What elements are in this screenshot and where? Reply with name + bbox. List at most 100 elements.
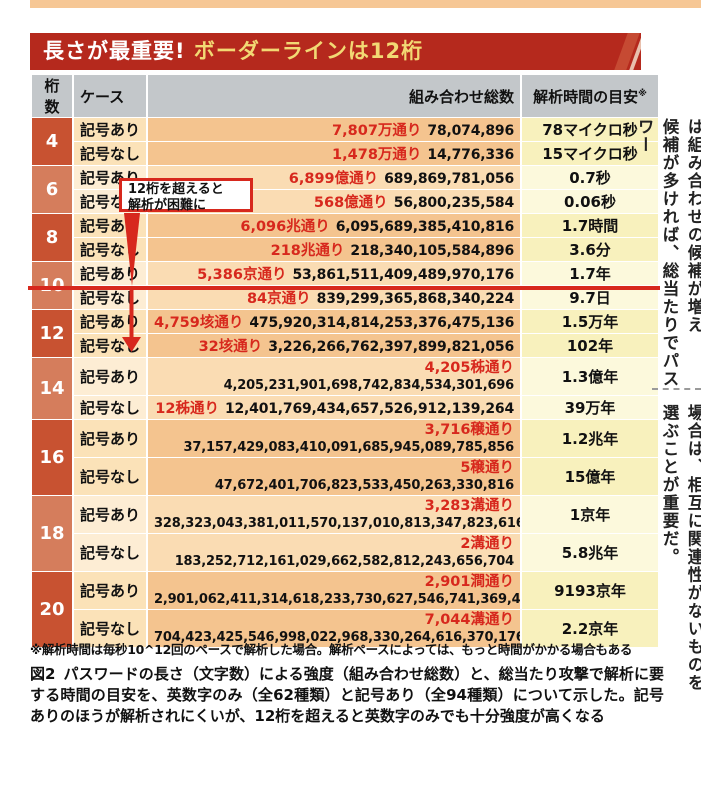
table-row: 20 記号あり 2,901澗通り 2,901,062,411,314,618,23… — [32, 572, 658, 647]
digit-cell-18: 18 — [32, 496, 72, 571]
red-unit-label: 4,759垓通り — [154, 315, 244, 331]
digit-cell-14: 14 — [32, 358, 72, 419]
combos-cell: 1,478万通り 14,776,336 — [148, 142, 520, 165]
figure-title-accent: ボーダーラインは12桁 — [193, 39, 424, 63]
time-cell: 1.5万年 — [522, 310, 658, 333]
article-section-divider — [652, 388, 701, 390]
table-row: 6 記号あり 6,899億通り 689,869,781,056 0.7秒 — [32, 166, 658, 213]
combos-cell: 84京通り 839,299,365,868,340,224 — [148, 286, 520, 309]
red-unit-label: 6,899億通り — [288, 171, 379, 187]
case-cell: 記号あり — [74, 118, 146, 141]
time-cell: 102年 — [522, 334, 658, 357]
time-cell: 1.7時間 — [522, 214, 658, 237]
password-strength-table: 桁数 ケース 組み合わせ総数 解析時間の目安※ 4 記号あり 7,807万通り 7… — [30, 74, 660, 648]
table-row: 記号なし 5穣通り 47,672,401,706,823,533,450,263,… — [32, 458, 658, 495]
case-cell: 記号あり — [74, 214, 146, 237]
time-cell: 3.6分 — [522, 238, 658, 261]
digit-cell-16: 16 — [32, 420, 72, 495]
article-column-clipped: は組み合わせの候補が増え — [685, 118, 701, 334]
red-unit-label: 218兆通り — [270, 243, 345, 259]
combos-cell: 2溝通り 183,252,712,161,029,662,582,812,243,… — [148, 534, 520, 571]
callout-line2: 解析が困難に — [128, 198, 207, 213]
combos-number: 3,226,266,762,397,899,821,056 — [268, 339, 514, 355]
case-cell: 記号なし — [74, 334, 146, 357]
red-unit-label: 1,478万通り — [332, 147, 422, 163]
callout-line1: 12桁を超えると — [128, 182, 224, 197]
header-case: ケース — [74, 75, 146, 117]
figure-caption: 図2 パスワードの長さ（文字数）による強度（組み合わせ総数）と、総当たり攻撃で解析… — [30, 664, 664, 727]
figure-title-bar: 長さが最重要! ボーダーラインは12桁 — [30, 33, 641, 70]
table-row: 記号なし 1,478万通り 14,776,336 15マイクロ秒 — [32, 142, 658, 165]
digit-cell-8: 8 — [32, 214, 72, 261]
combos-number: 475,920,314,814,253,376,475,136 — [249, 315, 515, 331]
time-cell: 78マイクロ秒 — [522, 118, 658, 141]
red-unit-label: 4,205秭通り — [424, 359, 514, 376]
combos-cell: 7,807万通り 78,074,896 — [148, 118, 520, 141]
table-header-row: 桁数 ケース 組み合わせ総数 解析時間の目安※ — [32, 75, 658, 117]
header-analysis-time-label: 解析時間の目安 — [533, 87, 639, 106]
combos-cell: 2,901澗通り 2,901,062,411,314,618,233,730,62… — [148, 572, 520, 609]
combos-number: 2,901,062,411,314,618,233,730,627,546,74… — [154, 591, 520, 607]
combos-cell: 3,283溝通り 328,323,043,381,011,570,137,010,… — [148, 496, 520, 533]
digit-cell-10: 10 — [32, 262, 72, 309]
borderline-12-digits — [28, 286, 660, 290]
case-cell: 記号なし — [74, 238, 146, 261]
figure-caption-text: パスワードの長さ（文字数）による強度（組み合わせ総数）と、総当たり攻撃で解析に要… — [30, 665, 664, 725]
table-row: 記号なし 2溝通り 183,252,712,161,029,662,582,812… — [32, 534, 658, 571]
time-cell: 15マイクロ秒 — [522, 142, 658, 165]
red-unit-label: 5,386京通り — [197, 267, 287, 283]
case-cell: 記号あり — [74, 262, 146, 285]
combos-cell: 4,205秭通り 4,205,231,901,698,742,834,534,30… — [148, 358, 520, 395]
combos-number: 183,252,712,161,029,662,582,812,243,656,… — [174, 553, 514, 569]
combos-number: 218,340,105,584,896 — [350, 243, 514, 259]
time-cell: 39万年 — [522, 396, 658, 419]
combos-number: 37,157,429,083,410,091,685,945,089,785,8… — [183, 439, 515, 455]
digit-cell-20: 20 — [32, 572, 72, 647]
case-cell: 記号なし — [74, 396, 146, 419]
table-row: 記号なし 7,044溝通り 704,423,425,546,998,022,968… — [32, 610, 658, 647]
figure-caption-label: 図2 — [30, 665, 56, 683]
time-cell: 1.2兆年 — [522, 420, 658, 457]
red-unit-label: 6,096兆通り — [240, 219, 330, 235]
case-cell: 記号なし — [74, 142, 146, 165]
time-cell: 2.2京年 — [522, 610, 658, 647]
article-column: 選ぶことが重要だ。 — [660, 404, 679, 566]
table-row: 記号なし 32垓通り 3,226,266,762,397,899,821,056 … — [32, 334, 658, 357]
figure-title-main: 長さが最重要! — [43, 39, 194, 63]
page-top-strip — [30, 0, 701, 8]
table-row: 18 記号あり 3,283溝通り 328,323,043,381,011,570,… — [32, 496, 658, 571]
case-cell: 記号あり — [74, 496, 146, 533]
red-unit-label: 3,716穣通り — [424, 421, 514, 438]
combos-cell: 218兆通り 218,340,105,584,896 — [148, 238, 520, 261]
table-row: 4 記号あり 7,807万通り 78,074,896 78マイクロ秒 — [32, 118, 658, 165]
time-cell: 15億年 — [522, 458, 658, 495]
table-row: 14 記号あり 4,205秭通り 4,205,231,901,698,742,83… — [32, 358, 658, 419]
footnote: ※解析時間は毎秒10^12回のペースで解析した場合。解析ペースによっては、もっと… — [30, 642, 633, 657]
red-unit-label: 2溝通り — [460, 535, 514, 552]
combos-number: 689,869,781,056 — [384, 171, 514, 187]
table-row: 10 記号あり 5,386京通り 53,861,511,409,489,970,1… — [32, 262, 658, 309]
header-analysis-time: 解析時間の目安※ — [522, 75, 658, 117]
case-cell: 記号あり — [74, 358, 146, 395]
time-cell: 0.06秒 — [522, 190, 658, 213]
case-cell: 記号なし — [74, 534, 146, 571]
red-unit-label: 5穣通り — [460, 459, 514, 476]
table-row: 8 記号あり 6,096兆通り 6,095,689,385,410,816 1.7… — [32, 214, 658, 261]
combos-number: 6,095,689,385,410,816 — [335, 219, 514, 235]
table-row: 記号なし 218兆通り 218,340,105,584,896 3.6分 — [32, 238, 658, 261]
digit-cell-4: 4 — [32, 118, 72, 165]
red-unit-label: 12秭通り — [155, 401, 219, 417]
article-column-clipped: 場合は、相互に関連性がないものを — [685, 404, 701, 692]
combos-number: 704,423,425,546,998,022,968,330,264,616,… — [154, 629, 520, 645]
combos-cell: 12秭通り 12,401,769,434,657,526,912,139,264 — [148, 396, 520, 419]
red-unit-label: 84京通り — [246, 291, 311, 307]
red-unit-label: 32垓通り — [198, 339, 263, 355]
combos-cell: 3,716穣通り 37,157,429,083,410,091,685,945,0… — [148, 420, 520, 457]
combos-cell: 6,096兆通り 6,095,689,385,410,816 — [148, 214, 520, 237]
combos-number: 47,672,401,706,823,533,450,263,330,816 — [214, 477, 514, 493]
callout-box: 12桁を超えると 解析が困難に — [119, 178, 253, 213]
case-cell: 記号なし — [74, 286, 146, 309]
combos-number: 53,861,511,409,489,970,176 — [292, 267, 514, 283]
time-cell: 1.3億年 — [522, 358, 658, 395]
